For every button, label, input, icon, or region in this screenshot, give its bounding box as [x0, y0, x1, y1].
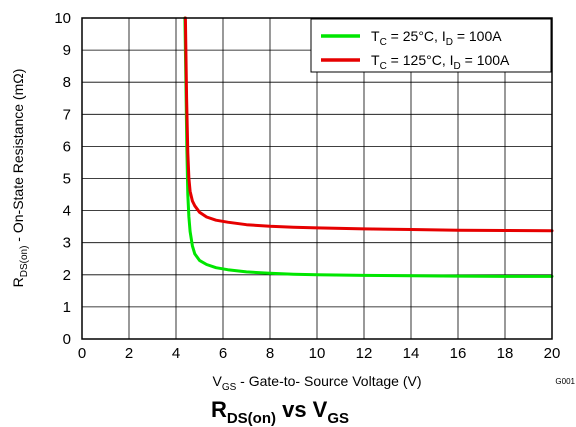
legend-box — [310, 18, 552, 73]
y-tick-label: 0 — [63, 331, 71, 348]
y-tick-label: 7 — [63, 106, 71, 123]
x-tick-label: 8 — [266, 345, 274, 362]
y-tick-label: 10 — [54, 10, 71, 27]
y-tick-label: 5 — [63, 171, 71, 188]
y-tick-label: 3 — [63, 235, 71, 252]
y-tick-label: 4 — [63, 203, 71, 220]
x-tick-label: 14 — [403, 345, 420, 362]
data-series — [183, 16, 554, 278]
x-tick-label: 12 — [356, 345, 373, 362]
y-tick-label: 1 — [63, 299, 71, 316]
figure-code: G001 — [555, 377, 575, 386]
legend-label-tc25: TC = 25°C, ID = 100A — [371, 28, 502, 48]
plot-frame — [81, 17, 553, 340]
y-tick-label: 2 — [63, 267, 71, 284]
chart-title: RDS(on) vs VGS — [211, 397, 349, 427]
x-tick-label: 16 — [450, 345, 467, 362]
x-tick-label: 6 — [219, 345, 227, 362]
x-tick-label: 2 — [125, 345, 133, 362]
x-tick-label: 10 — [309, 345, 326, 362]
legend-label-tc125: TC = 125°C, ID = 100A — [371, 52, 510, 72]
x-tick-label: 4 — [172, 345, 180, 362]
x-tick-labels: 0 2 4 6 8 10 12 14 16 18 20 — [78, 345, 561, 362]
x-tick-label: 20 — [544, 345, 561, 362]
y-tick-label: 6 — [63, 138, 71, 155]
legend: TC = 25°C, ID = 100A TC = 125°C, ID = 10… — [310, 18, 552, 73]
x-tick-label: 0 — [78, 345, 86, 362]
y-tick-labels: 0 1 2 3 4 5 6 7 8 9 10 — [54, 10, 71, 348]
y-tick-label: 8 — [63, 74, 71, 91]
x-tick-label: 18 — [497, 345, 514, 362]
series-line-tc25 — [183, 16, 554, 278]
x-axis-label: VGS - Gate-to- Source Voltage (V) — [213, 373, 422, 393]
series-line-tc125 — [183, 16, 554, 233]
y-axis-label: RDS(on) - On-State Resistance (mΩ) — [10, 69, 30, 288]
y-tick-label: 9 — [63, 42, 71, 59]
